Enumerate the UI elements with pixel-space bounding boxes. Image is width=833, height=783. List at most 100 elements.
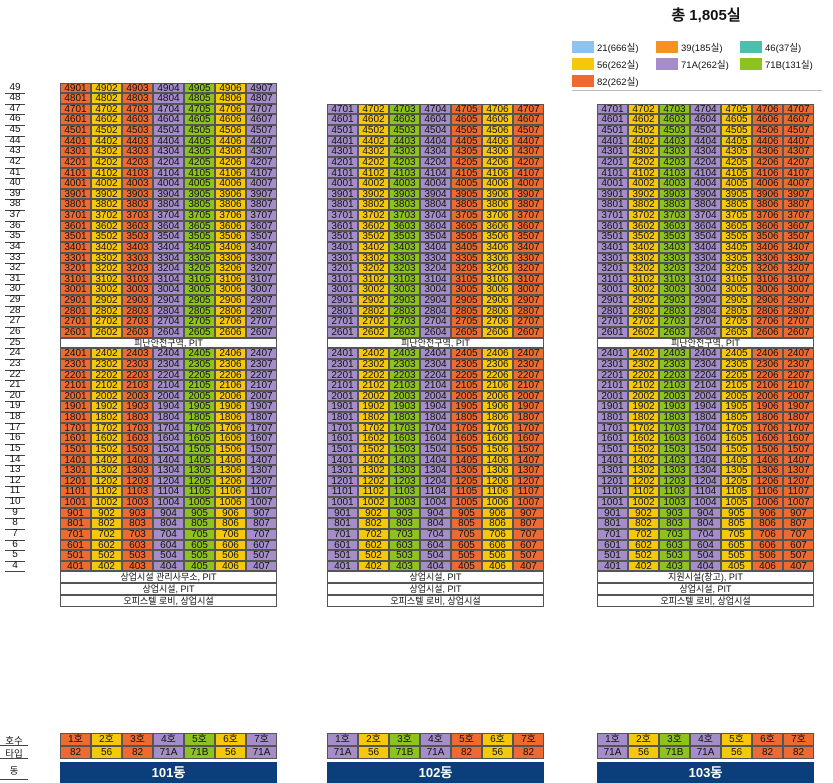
unit-cell-402: 402 (628, 560, 659, 572)
unit-cell-4602: 4602 (91, 114, 122, 125)
unit-cell-3605: 3605 (184, 220, 215, 232)
unit-cell-3006: 3006 (482, 284, 513, 296)
unit-cell-1501: 1501 (327, 443, 358, 455)
unit-cell-1907: 1907 (783, 401, 814, 413)
unit-cell-3802: 3802 (91, 199, 122, 211)
unit-cell-601: 601 (327, 539, 358, 551)
unit-cell-1606: 1606 (482, 433, 513, 444)
type-label-6: 56 (215, 746, 246, 759)
unit-cell-701: 701 (597, 528, 628, 540)
unit-cell-2202: 2202 (358, 369, 389, 381)
unit-cell-4002: 4002 (358, 178, 389, 189)
legend-label-56: 56(262실) (597, 60, 639, 71)
unit-cell-2402: 2402 (358, 348, 389, 359)
unit-cell-3106: 3106 (752, 273, 783, 285)
floor-label-34: 34 (5, 242, 25, 254)
unit-cell-4207: 4207 (513, 156, 544, 168)
unit-cell-703: 703 (389, 528, 420, 540)
unit-cell-1401: 1401 (60, 454, 91, 466)
unit-cell-2401: 2401 (327, 348, 358, 359)
unit-cell-4606: 4606 (215, 114, 246, 125)
unit-cell-606: 606 (752, 539, 783, 551)
unit-cell-4704: 4704 (153, 103, 184, 115)
unit-cell-805: 805 (451, 518, 482, 529)
bottom-band-2: 상업시설, PIT (597, 583, 814, 596)
unit-cell-804: 804 (420, 518, 451, 529)
unit-cell-2601: 2601 (60, 326, 91, 338)
unit-cell-1407: 1407 (783, 454, 814, 466)
floor-label-48: 48 (5, 93, 25, 105)
unit-cell-3602: 3602 (91, 220, 122, 232)
unit-cell-3402: 3402 (91, 241, 122, 253)
floor-label-45: 45 (5, 125, 25, 137)
unit-cell-3903: 3903 (389, 188, 420, 200)
unit-cell-906: 906 (215, 507, 246, 519)
unit-cell-4003: 4003 (122, 178, 153, 189)
unit-cell-2204: 2204 (420, 369, 451, 381)
unit-cell-2302: 2302 (628, 358, 659, 370)
legend-swatch-39 (656, 41, 678, 53)
unit-cell-2007: 2007 (513, 390, 544, 402)
unit-cell-704: 704 (690, 528, 721, 540)
unit-cell-802: 802 (91, 518, 122, 529)
bottom-band-2: 상업시설, PIT (327, 583, 544, 596)
unit-cell-4002: 4002 (628, 178, 659, 189)
unit-cell-1205: 1205 (184, 475, 215, 487)
unit-cell-4801: 4801 (60, 93, 91, 104)
unit-cell-1107: 1107 (246, 486, 277, 498)
unit-cell-903: 903 (389, 507, 420, 519)
unit-cell-2202: 2202 (628, 369, 659, 381)
unit-cell-2203: 2203 (659, 369, 690, 381)
unit-cell-1903: 1903 (659, 401, 690, 413)
unit-cell-4106: 4106 (752, 167, 783, 179)
unit-cell-1403: 1403 (122, 454, 153, 466)
unit-cell-3004: 3004 (690, 284, 721, 296)
unit-cell-1003: 1003 (659, 497, 690, 508)
unit-cell-4501: 4501 (597, 125, 628, 136)
unit-cell-1907: 1907 (246, 401, 277, 413)
unit-cell-2905: 2905 (184, 295, 215, 306)
unit-cell-3302: 3302 (91, 252, 122, 264)
unit-cell-4104: 4104 (420, 167, 451, 179)
unit-label-2: 2호 (358, 733, 389, 746)
unit-cell-4307: 4307 (513, 146, 544, 157)
unit-cell-4703: 4703 (659, 103, 690, 115)
unit-cell-4905: 4905 (184, 82, 215, 94)
legend-item-71b: 71B(131실) (740, 57, 813, 71)
unit-cell-604: 604 (153, 539, 184, 551)
unit-cell-3702: 3702 (628, 210, 659, 221)
unit-cell-907: 907 (783, 507, 814, 519)
unit-cell-3607: 3607 (783, 220, 814, 232)
unit-cell-1702: 1702 (358, 422, 389, 434)
unit-cell-2004: 2004 (420, 390, 451, 402)
floor-label-22: 22 (5, 369, 25, 382)
type-label-4: 71A (153, 746, 184, 759)
unit-cell-2403: 2403 (389, 348, 420, 359)
unit-cell-2905: 2905 (451, 295, 482, 306)
unit-cell-3706: 3706 (752, 210, 783, 221)
unit-cell-3204: 3204 (153, 263, 184, 274)
unit-cell-2703: 2703 (389, 316, 420, 327)
unit-cell-2403: 2403 (122, 348, 153, 359)
unit-cell-705: 705 (721, 528, 752, 540)
unit-cell-4702: 4702 (358, 103, 389, 115)
unit-cell-2006: 2006 (482, 390, 513, 402)
unit-cell-4903: 4903 (122, 82, 153, 94)
building-name-bar: 101동 (60, 762, 277, 783)
unit-cell-2906: 2906 (752, 295, 783, 306)
unit-cell-3204: 3204 (690, 263, 721, 274)
unit-cell-4404: 4404 (153, 135, 184, 147)
unit-cell-3403: 3403 (122, 241, 153, 253)
bottom-band-3: 오피스텔 로비, 상업시설 (597, 595, 814, 608)
unit-label-4: 4호 (690, 733, 721, 746)
unit-cell-4007: 4007 (513, 178, 544, 189)
unit-cell-4101: 4101 (60, 167, 91, 179)
unit-cell-407: 407 (513, 560, 544, 572)
unit-cell-2904: 2904 (690, 295, 721, 306)
unit-cell-4902: 4902 (91, 82, 122, 94)
unit-cell-4501: 4501 (327, 125, 358, 136)
floor-label-36: 36 (5, 220, 25, 233)
unit-cell-3002: 3002 (91, 284, 122, 296)
unit-cell-505: 505 (451, 550, 482, 561)
unit-cell-802: 802 (628, 518, 659, 529)
